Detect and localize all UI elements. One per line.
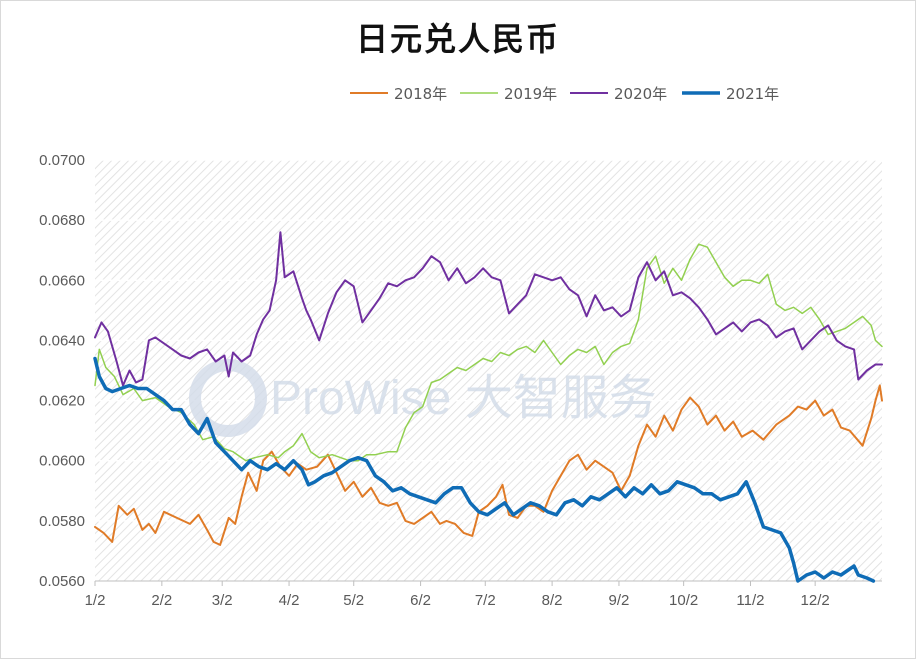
series-lines xyxy=(93,231,883,583)
watermark-logo xyxy=(189,359,267,437)
legend-label: 2020年 xyxy=(614,85,667,103)
x-tick-label: 2/2 xyxy=(151,592,172,609)
y-tick-label: 0.0640 xyxy=(39,332,85,349)
x-tick-label: 11/2 xyxy=(736,592,764,609)
x-tick-label: 9/2 xyxy=(609,592,630,609)
x-tick-label: 4/2 xyxy=(279,592,300,609)
y-tick-label: 0.0620 xyxy=(39,393,85,410)
x-tick-label: 8/2 xyxy=(542,592,563,609)
y-tick-label: 0.0660 xyxy=(39,272,85,289)
y-axis-ticks: 0.0560 0.0580 0.0600 0.0620 0.0640 0.0660 0.06… xyxy=(39,152,85,590)
y-tick-label: 0.0600 xyxy=(39,453,85,470)
legend-label: 2018年 xyxy=(394,85,447,103)
series-line-4 xyxy=(93,356,876,583)
x-tick-label: 1/2 xyxy=(85,592,106,609)
x-tick-label: 6/2 xyxy=(410,592,431,609)
series-line-3 xyxy=(94,231,883,387)
legend-label: 2021年 xyxy=(726,85,779,103)
y-tick-label: 0.0700 xyxy=(39,152,85,169)
watermark: ProWise 大智服务 xyxy=(189,359,657,437)
legend-label: 2019年 xyxy=(504,85,557,103)
y-tick-label: 0.0680 xyxy=(39,212,85,229)
legend: 2018年 2019年 2020年 2021年 xyxy=(350,85,779,103)
series-line-2 xyxy=(94,243,883,462)
y-tick-label: 0.0560 xyxy=(39,573,85,590)
x-axis-ticks: 1/2 2/2 3/2 4/2 5/2 6/2 7/2 8/2 9/2 10/2 11/2 12/2 xyxy=(85,581,830,609)
x-tick-label: 12/2 xyxy=(801,592,830,609)
chart-title: 日元兑人民币 xyxy=(355,20,560,58)
x-tick-label: 5/2 xyxy=(343,592,364,609)
series-line-1 xyxy=(94,384,883,546)
x-tick-label: 7/2 xyxy=(475,592,496,609)
x-tick-label: 10/2 xyxy=(669,592,698,609)
watermark-text: ProWise 大智服务 xyxy=(270,372,657,425)
x-tick-label: 3/2 xyxy=(212,592,233,609)
y-tick-label: 0.0580 xyxy=(39,513,85,530)
